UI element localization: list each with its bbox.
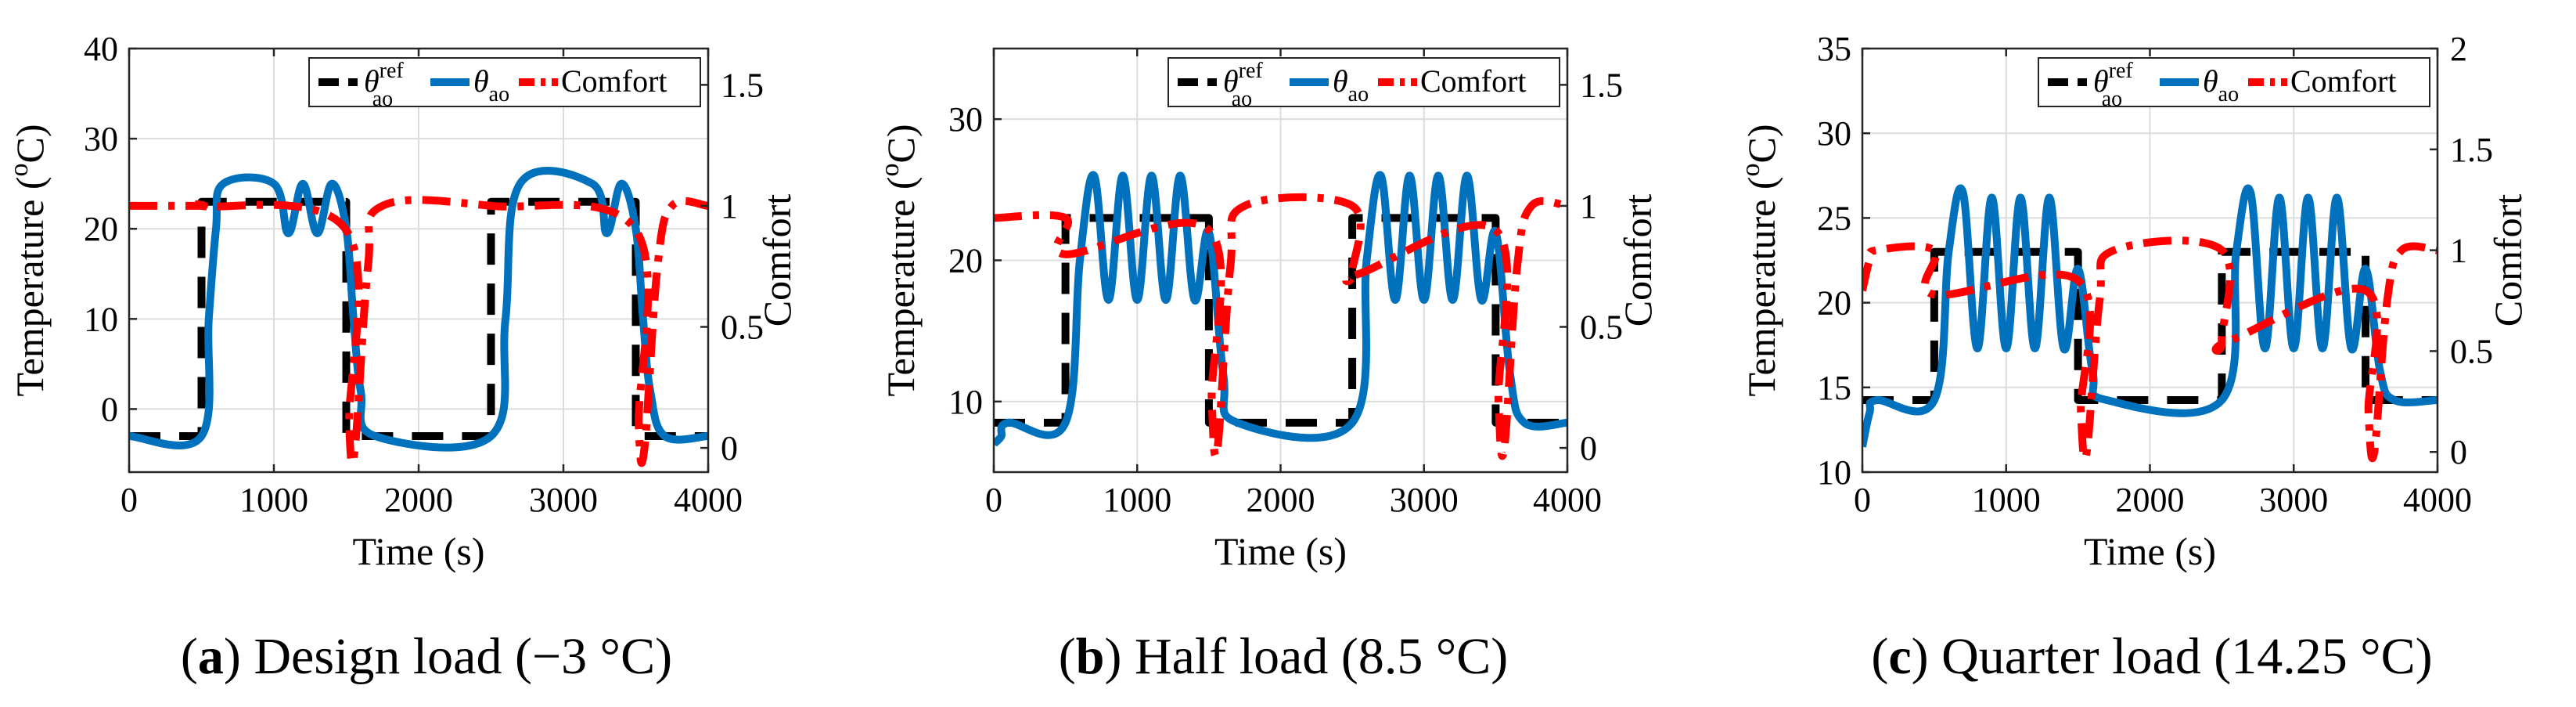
legend-label-reference: θref ao	[2093, 59, 2133, 111]
legend-label-comfort: Comfort	[1420, 63, 1527, 99]
legend-label-comfort: Comfort	[2290, 63, 2397, 99]
series-line-dashdot	[1862, 236, 2437, 463]
y2-tick-label: 0	[2450, 433, 2467, 471]
y2-tick-label: 1.5	[721, 66, 764, 104]
x-tick-label: 3000	[529, 481, 598, 519]
x-tick-label: 4000	[2403, 481, 2472, 519]
series-line-dashed	[994, 214, 1567, 427]
y-tick-label: 25	[1817, 199, 1851, 237]
y-tick-label: 10	[948, 383, 983, 421]
x-tick-label: 3000	[1390, 481, 1459, 519]
legend-label-temperature: θao	[1333, 63, 1369, 106]
y2-tick-label: 0	[721, 429, 738, 467]
legend-label-reference: θref ao	[1223, 59, 1263, 111]
chart-panel-c: 0 1000 2000 3000 4000 10 15 20 25 30 35 0 0.5 1 1.5 2 Ti…	[1736, 30, 2530, 685]
legend-box	[308, 57, 701, 107]
x-tick-label: 0	[985, 481, 1002, 519]
x-tick-label: 2000	[2116, 481, 2185, 519]
y2-tick-label: 1	[2450, 232, 2467, 270]
y-tick-label: 10	[84, 300, 118, 338]
y-tick-label: 30	[948, 100, 983, 139]
y-tick-label: 30	[84, 120, 118, 158]
y-tick-label: 30	[1817, 114, 1851, 153]
x-tick-label: 4000	[1533, 481, 1602, 519]
x-tick-label: 0	[1854, 481, 1871, 519]
y-tick-label: 20	[1817, 284, 1851, 323]
panel-caption: (a) Design load (−3 °C)	[181, 628, 672, 685]
legend-label-comfort: Comfort	[561, 63, 667, 99]
y2-axis-label: Comfort	[755, 194, 799, 327]
y-axis-label: Temperature (oC)	[1736, 124, 1783, 396]
legend-label-reference: θref ao	[364, 59, 404, 111]
legend: θref ao θao Comfort	[2038, 57, 2430, 111]
x-tick-label: 1000	[1972, 481, 2041, 519]
y2-tick-label: 0	[1580, 429, 1597, 467]
x-axis-label: Time (s)	[1214, 529, 1347, 573]
y2-tick-label: 1	[1580, 187, 1597, 225]
panel-caption: (b) Half load (8.5 °C)	[1059, 628, 1508, 685]
y2-tick-label: 0.5	[721, 308, 764, 347]
y-axis-label: Temperature (oC)	[876, 124, 923, 396]
y-tick-label: 40	[84, 30, 118, 68]
y-tick-label: 10	[1817, 453, 1851, 492]
panel-caption: (c) Quarter load (14.25 °C)	[1871, 628, 2432, 685]
y-tick-label: 0	[101, 390, 118, 428]
legend-box	[1167, 57, 1560, 107]
y2-tick-label: 0.5	[1580, 308, 1623, 347]
series-line-dashed	[1862, 247, 2437, 404]
legend: θref ao θao Comfort	[1167, 57, 1560, 111]
y-tick-label: 15	[1817, 369, 1851, 407]
series-line-dashdot	[994, 193, 1567, 460]
series-group	[994, 171, 1567, 460]
x-tick-label: 0	[121, 481, 138, 519]
chart-panel-a: 0 1000 2000 3000 4000 0 10 20 30 40 0 0.5 1 1.5 Time (…	[5, 30, 799, 685]
y-tick-label: 35	[1817, 30, 1851, 68]
x-tick-label: 1000	[239, 481, 308, 519]
legend-label-temperature: θao	[2203, 63, 2239, 106]
y-axis-label: Temperature (oC)	[5, 124, 52, 396]
y2-tick-label: 2	[2450, 30, 2467, 68]
x-axis-label: Time (s)	[2084, 529, 2216, 573]
x-tick-label: 3000	[2259, 481, 2328, 519]
y2-axis-label: Comfort	[1616, 194, 1660, 327]
series-line-solid	[129, 167, 708, 452]
x-tick-label: 1000	[1103, 481, 1171, 519]
x-tick-label: 2000	[384, 481, 453, 519]
series-line-dashdot	[129, 196, 708, 467]
series-line-solid	[994, 171, 1567, 447]
y2-tick-label: 1.5	[1580, 66, 1623, 104]
legend-box	[2038, 57, 2430, 107]
y2-tick-label: 0.5	[2450, 332, 2493, 370]
series-line-dashed	[129, 197, 708, 440]
x-axis-label: Time (s)	[352, 529, 484, 573]
series-group	[129, 167, 708, 467]
y-tick-label: 20	[948, 242, 983, 280]
y-tick-label: 20	[84, 210, 118, 248]
y2-axis-label: Comfort	[2486, 194, 2530, 327]
y2-tick-label: 1	[721, 187, 738, 225]
y2-tick-label: 1.5	[2450, 131, 2493, 169]
chart-panel-b: 0 1000 2000 3000 4000 10 20 30 0 0.5 1 1.5 Time (s) T…	[876, 47, 1660, 685]
legend-label-temperature: θao	[473, 63, 509, 106]
series-group	[1862, 184, 2437, 463]
x-tick-label: 2000	[1247, 481, 1315, 519]
x-tick-label: 4000	[674, 481, 743, 519]
legend: θref ao θao Comfort	[308, 57, 701, 111]
